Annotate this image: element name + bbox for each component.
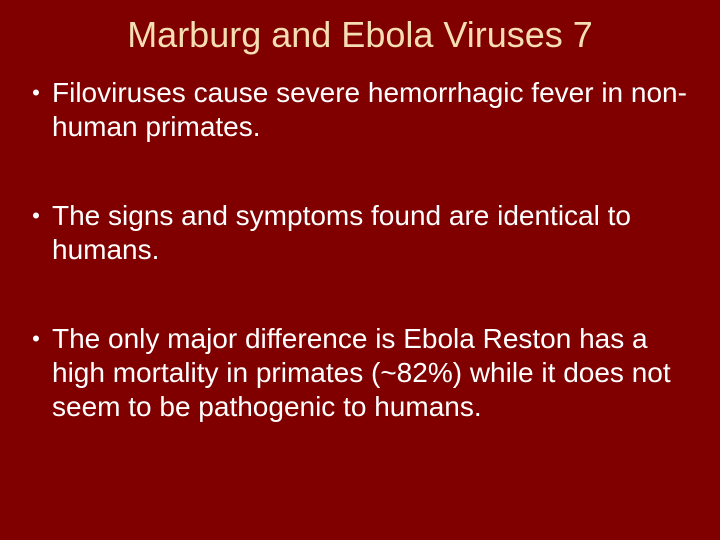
bullet-text: Filoviruses cause severe hemorrhagic fev…: [52, 76, 700, 143]
bullet-marker-icon: •: [20, 322, 52, 352]
bullet-item: • Filoviruses cause severe hemorrhagic f…: [20, 76, 700, 143]
bullet-item: • The signs and symptoms found are ident…: [20, 199, 700, 266]
bullet-marker-icon: •: [20, 76, 52, 106]
bullet-text: The only major difference is Ebola Resto…: [52, 322, 700, 423]
bullet-item: • The only major difference is Ebola Res…: [20, 322, 700, 423]
bullet-text: The signs and symptoms found are identic…: [52, 199, 700, 266]
slide: Marburg and Ebola Viruses 7 • Filoviruse…: [0, 0, 720, 540]
slide-title: Marburg and Ebola Viruses 7: [40, 0, 680, 66]
bullet-marker-icon: •: [20, 199, 52, 229]
slide-content: • Filoviruses cause severe hemorrhagic f…: [0, 66, 720, 423]
